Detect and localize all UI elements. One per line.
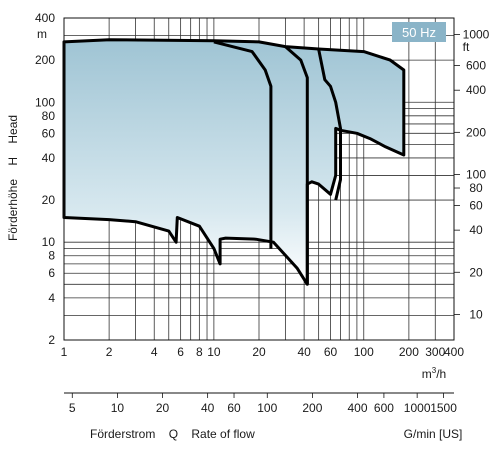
x2-tick-label: 60 bbox=[227, 401, 241, 415]
x-tick-label: 60 bbox=[324, 345, 338, 359]
y2-tick-label: 200 bbox=[466, 125, 486, 139]
y-tick-label: 200 bbox=[35, 53, 55, 67]
y-tick-label: 60 bbox=[42, 126, 56, 140]
y2-tick-label: 60 bbox=[469, 199, 483, 213]
x-tick-label: 2 bbox=[106, 345, 113, 359]
x-tick-label: 4 bbox=[151, 345, 158, 359]
x-tick-label: 1 bbox=[61, 345, 68, 359]
y-axis-label: Förderhöhe H Head bbox=[6, 115, 20, 241]
y-tick-label: 8 bbox=[48, 249, 55, 263]
pump-range-boundary bbox=[317, 48, 342, 201]
x-tick-label: 8 bbox=[196, 345, 203, 359]
x-tick-label: 40 bbox=[297, 345, 311, 359]
y2-tick-label: 40 bbox=[469, 223, 483, 237]
x2-tick-label: 5 bbox=[69, 401, 76, 415]
y-tick-label: 20 bbox=[42, 193, 56, 207]
y-tick-label: 6 bbox=[48, 266, 55, 280]
x2-axis: 5 10 20 40 60 100 200 400 600 1000 1500 bbox=[64, 392, 457, 415]
y-unit-label: m bbox=[37, 27, 47, 41]
plot-frame bbox=[63, 17, 455, 341]
y2-tick-label: 600 bbox=[466, 59, 486, 73]
x2-tick-label: 600 bbox=[374, 401, 394, 415]
frequency-badge-bg bbox=[392, 22, 446, 42]
y-tick-label: 400 bbox=[35, 11, 55, 25]
y2-tick-label: 20 bbox=[469, 265, 483, 279]
pump-range-boundaries bbox=[213, 40, 342, 285]
y2-tick-label: 400 bbox=[466, 83, 486, 97]
x2-tick-label: 40 bbox=[201, 401, 215, 415]
pump-range-boundary bbox=[284, 45, 309, 285]
x2-tick-label: 400 bbox=[348, 401, 368, 415]
x-tick-label: 200 bbox=[399, 345, 419, 359]
x-tick-label: 10 bbox=[207, 345, 221, 359]
x2-unit-label: G/min [US] bbox=[404, 427, 463, 441]
frequency-badge: 50 Hz bbox=[402, 25, 436, 40]
x2-tick-label: 20 bbox=[156, 401, 170, 415]
y-tick-label: 100 bbox=[35, 95, 55, 109]
operating-envelope-outline bbox=[62, 38, 406, 286]
x2-tick-label: 100 bbox=[257, 401, 277, 415]
y-tick-label: 80 bbox=[42, 109, 56, 123]
x-tick-label: 400 bbox=[444, 345, 464, 359]
y-tick-label: 10 bbox=[42, 235, 56, 249]
x2-tick-label: 1000 bbox=[404, 401, 431, 415]
y2-tick-label: 10 bbox=[469, 307, 483, 321]
x2-tick-label: 200 bbox=[302, 401, 322, 415]
x-tick-label: 300 bbox=[425, 345, 445, 359]
x-axis-label: Förderstrom Q Rate of flow bbox=[90, 427, 255, 441]
y2-tick-label: 100 bbox=[466, 167, 486, 181]
y2-tick-label: 80 bbox=[469, 181, 483, 195]
x2-tick-label: 10 bbox=[111, 401, 125, 415]
y-tick-label: 4 bbox=[48, 291, 55, 305]
x-tick-label: 100 bbox=[354, 345, 374, 359]
y-tick-label: 40 bbox=[42, 151, 56, 165]
y2-unit-label: ft bbox=[463, 40, 470, 54]
x-tick-label: 20 bbox=[252, 345, 266, 359]
x2-tick-label: 1500 bbox=[430, 401, 457, 415]
pump-range-boundary bbox=[213, 40, 273, 249]
y2-tick-label: 1000 bbox=[463, 28, 490, 42]
operating-envelope-fill bbox=[64, 39, 404, 285]
y-tick-label: 2 bbox=[48, 333, 55, 347]
x-tick-label: 6 bbox=[177, 345, 184, 359]
x-unit-label: m3/h bbox=[422, 366, 446, 381]
